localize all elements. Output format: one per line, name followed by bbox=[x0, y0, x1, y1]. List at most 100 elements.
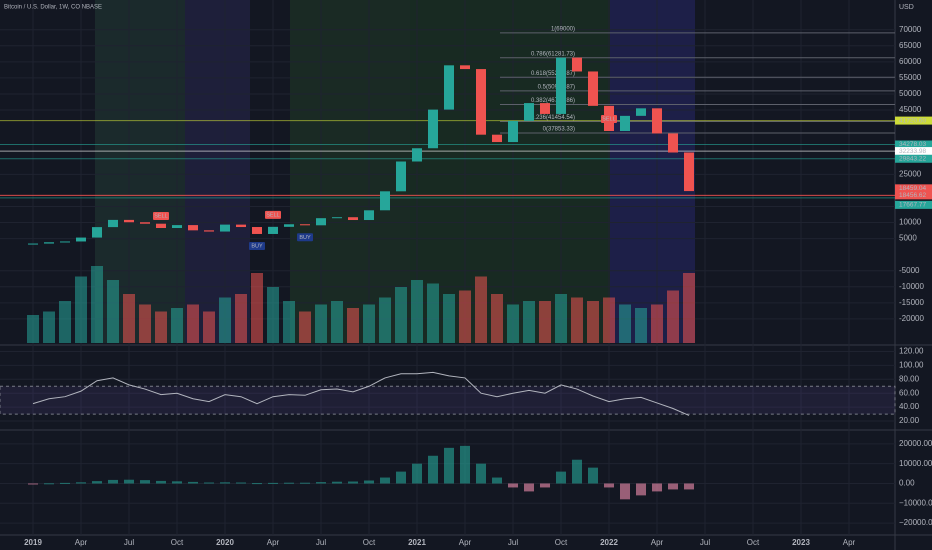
price-label: 41720.60 bbox=[899, 117, 926, 124]
signal-label: SELL bbox=[266, 212, 279, 218]
volume-bar bbox=[107, 280, 119, 343]
candle bbox=[172, 225, 182, 229]
y-tick-label: 25000 bbox=[899, 169, 922, 178]
volume-bar bbox=[43, 311, 55, 343]
y-tick-label: 20.00 bbox=[899, 416, 920, 425]
signal-label: SELL bbox=[154, 213, 167, 219]
y-tick-label: 65000 bbox=[899, 41, 922, 50]
price-label: 17667.77 bbox=[899, 202, 926, 209]
zone bbox=[610, 0, 695, 343]
volume-bar bbox=[459, 290, 471, 343]
volume-bar bbox=[91, 266, 103, 343]
candle bbox=[124, 219, 134, 223]
volume-bar bbox=[571, 297, 583, 343]
macd-bar bbox=[684, 483, 694, 490]
macd-bar bbox=[412, 463, 422, 484]
y-tick-label: 120.00 bbox=[899, 347, 924, 356]
macd-bar bbox=[668, 483, 678, 490]
y-tick-label: −10000.00 bbox=[899, 498, 932, 507]
x-tick-label: 2020 bbox=[216, 538, 234, 547]
x-tick-label: Oct bbox=[363, 538, 376, 547]
macd-bar bbox=[428, 455, 438, 484]
y-tick-label: 60000 bbox=[899, 57, 922, 66]
signal-label: SELL bbox=[602, 116, 615, 122]
candle bbox=[348, 217, 358, 221]
volume-bar bbox=[443, 294, 455, 343]
price-label: 32233.98 bbox=[899, 148, 926, 155]
volume-bar bbox=[347, 308, 359, 343]
volume-bar bbox=[683, 273, 695, 343]
signal-box bbox=[265, 210, 281, 219]
macd-bar bbox=[188, 481, 198, 484]
signal-label: BUY bbox=[251, 243, 263, 249]
macd-bar bbox=[76, 482, 86, 484]
volume-bar bbox=[427, 283, 439, 343]
macd-bar bbox=[652, 483, 662, 492]
fib-label: 1(69000) bbox=[551, 27, 575, 33]
candle bbox=[364, 210, 374, 221]
x-tick-label: 2019 bbox=[24, 538, 42, 547]
macd-bar bbox=[124, 479, 134, 484]
candle bbox=[44, 242, 54, 244]
y-tick-label: 45000 bbox=[899, 105, 922, 114]
fib-label: 0.786(61281.73) bbox=[531, 51, 575, 57]
macd-bar bbox=[588, 467, 598, 484]
candle bbox=[684, 152, 694, 192]
volume-bar bbox=[235, 294, 247, 343]
macd-bar bbox=[540, 483, 550, 488]
candle bbox=[188, 225, 198, 231]
price-box bbox=[895, 184, 932, 193]
currency: USD bbox=[899, 4, 914, 11]
macd-bar bbox=[556, 471, 566, 484]
volume-bar bbox=[59, 301, 71, 343]
signal-box bbox=[601, 114, 617, 123]
volume-bar bbox=[27, 315, 39, 343]
macd-bar bbox=[108, 479, 118, 484]
signal-box bbox=[249, 241, 265, 250]
candle bbox=[412, 148, 422, 162]
candle bbox=[556, 57, 566, 114]
candle bbox=[268, 226, 278, 234]
volume-bar bbox=[619, 304, 631, 343]
candle bbox=[428, 109, 438, 149]
macd-bar bbox=[236, 482, 246, 484]
candle bbox=[588, 71, 598, 106]
price-box bbox=[895, 140, 932, 149]
y-tick-label: 0.00 bbox=[899, 479, 915, 488]
volume-bar bbox=[635, 308, 647, 343]
macd-bar bbox=[60, 482, 70, 484]
y-tick-label: -20000 bbox=[899, 314, 924, 323]
candle bbox=[156, 223, 166, 229]
signal-label: BUY bbox=[299, 235, 311, 241]
candle bbox=[76, 237, 86, 242]
candle bbox=[460, 65, 470, 70]
candle bbox=[332, 217, 342, 219]
fib-label: 0(37853.33) bbox=[543, 127, 575, 133]
candle bbox=[636, 108, 646, 116]
rsi-line bbox=[32, 371, 690, 416]
macd-bar bbox=[572, 459, 582, 484]
macd-bar bbox=[28, 483, 38, 485]
macd-bar bbox=[396, 471, 406, 484]
volume-bar bbox=[187, 304, 199, 343]
macd-bar bbox=[92, 481, 102, 484]
macd-bar bbox=[204, 482, 214, 484]
x-tick-label: Jul bbox=[700, 538, 710, 547]
x-tick-label: Oct bbox=[555, 538, 568, 547]
candle bbox=[492, 134, 502, 143]
y-tick-label: 50000 bbox=[899, 89, 922, 98]
candle bbox=[236, 224, 246, 228]
volume-bar bbox=[491, 294, 503, 343]
candle bbox=[92, 227, 102, 238]
candle bbox=[540, 103, 550, 114]
volume-bar bbox=[331, 301, 343, 343]
macd-bar bbox=[332, 481, 342, 484]
x-tick-label: Apr bbox=[267, 538, 280, 547]
zone bbox=[290, 0, 410, 343]
y-tick-label: 40.00 bbox=[899, 402, 920, 411]
volume-bar bbox=[363, 304, 375, 343]
fib-label: 0.382(46716.86) bbox=[531, 98, 575, 104]
volume-bar bbox=[507, 304, 519, 343]
macd-bar bbox=[316, 482, 326, 484]
y-tick-label: 80.00 bbox=[899, 374, 920, 383]
